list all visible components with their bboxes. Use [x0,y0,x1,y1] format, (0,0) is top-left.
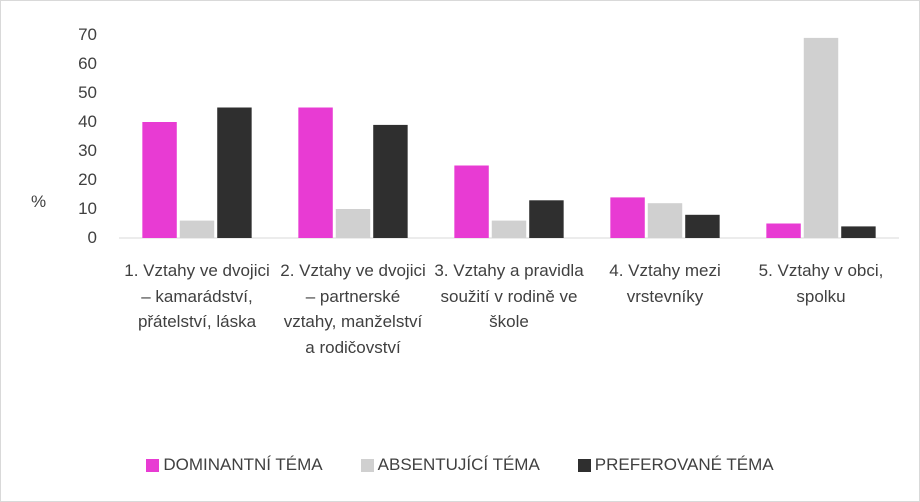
legend-label: ABSENTUJÍCÍ TÉMA [377,455,540,474]
legend: DOMINANTNÍ TÉMA ABSENTUJÍCÍ TÉMA PREFEROVA… [1,455,919,475]
y-tick-label: 60 [78,54,97,73]
x-tick-label: 2. Vztahy ve dvojici – partnerské vztahy… [280,261,426,357]
x-tick-label: 3. Vztahy a pravidla soužití v rodině ve… [434,261,584,331]
bar [803,37,839,239]
legend-swatch [577,458,591,472]
y-tick-label: 50 [78,83,97,102]
x-tick-label: 4. Vztahy mezi vrstevníky [609,261,721,306]
legend-item: ABSENTUJÍCÍ TÉMA [360,455,540,475]
y-tick-label: 10 [78,199,97,218]
bar [298,107,333,238]
x-tick-label: 5. Vztahy v obci, spolku [758,261,884,306]
x-tick-label: 1. Vztahy ve dvojici – kamarádství, přát… [124,261,270,331]
legend-label: PREFEROVANÉ TÉMA [594,455,774,474]
legend-swatch [360,458,374,472]
bar [335,209,371,238]
bar [841,226,876,238]
y-tick-label: 20 [78,170,97,189]
bar [491,220,527,238]
y-tick-label: 0 [87,228,97,247]
y-tick-label: 70 [78,25,97,44]
y-tick-label: 30 [78,141,97,160]
legend-swatch [146,458,160,472]
bar [373,124,408,238]
legend-item: DOMINANTNÍ TÉMA [146,455,323,475]
bar [766,223,801,238]
bar [685,214,720,238]
bar [529,200,564,238]
bar [142,122,177,238]
y-tick-label: 40 [78,112,97,131]
legend-item: PREFEROVANÉ TÉMA [577,455,774,475]
legend-label: DOMINANTNÍ TÉMA [163,455,323,474]
bar [217,107,252,238]
y-axis-label: % [31,192,47,211]
bar [454,165,489,238]
bar [647,203,683,238]
bar [610,197,645,238]
bar [179,220,215,238]
